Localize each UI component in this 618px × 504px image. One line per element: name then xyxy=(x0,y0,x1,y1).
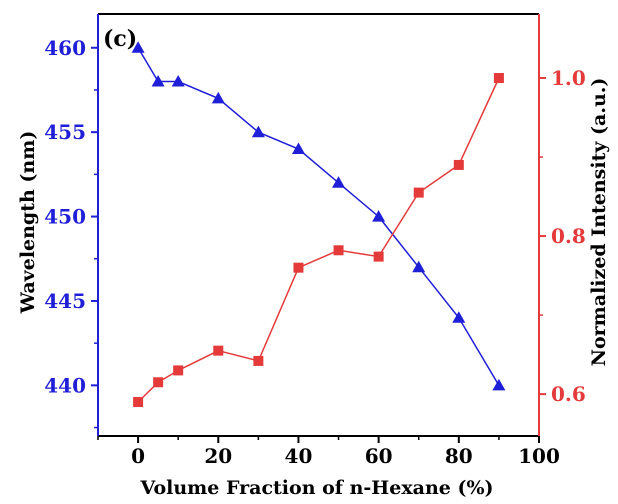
intensity-point xyxy=(293,262,304,273)
intensity-series-line xyxy=(137,77,500,403)
y-left-tick-label: 460 xyxy=(44,36,86,60)
intensity-point xyxy=(333,245,344,256)
wavelength-point xyxy=(131,41,145,53)
x-tick-label: 100 xyxy=(518,444,560,468)
wavelength-point xyxy=(492,378,506,391)
y-left-tick-label: 440 xyxy=(44,373,86,397)
intensity-point xyxy=(453,159,464,170)
y-axis-title-left: Wavelength (nm) xyxy=(17,131,39,315)
x-tick-label: 80 xyxy=(445,444,473,468)
x-tick-label: 0 xyxy=(131,444,145,468)
wavelength-point xyxy=(372,210,386,222)
y-axis-title-right: Normalized Intensity (a.u.) xyxy=(588,78,610,367)
y-left-tick-label: 455 xyxy=(44,120,86,144)
wavelength-series-line xyxy=(137,47,500,386)
wavelength-point xyxy=(452,311,466,323)
wavelength-point xyxy=(151,75,165,87)
y-left-tick-label: 450 xyxy=(44,205,86,229)
intensity-point xyxy=(213,345,224,356)
x-axis-title: Volume Fraction of n-Hexane (%) xyxy=(139,477,493,499)
intensity-point xyxy=(173,365,184,376)
intensity-point xyxy=(153,377,164,388)
x-tick-label: 40 xyxy=(285,444,313,468)
wavelength-point xyxy=(251,125,265,138)
intensity-point xyxy=(133,397,144,408)
wavelength-point xyxy=(292,142,305,154)
intensity-point xyxy=(253,355,264,366)
panel-label: (c) xyxy=(103,26,137,52)
y-right-tick-label: 0.6 xyxy=(551,382,586,406)
wavelength-point xyxy=(211,91,225,104)
series xyxy=(131,41,506,408)
y-left-tick-label: 445 xyxy=(44,289,86,313)
y-right-tick-label: 1.0 xyxy=(551,66,586,90)
wavelength-point xyxy=(171,75,185,87)
ticks: 0 20 40 60 80 100 440 445 450 455 460 0.6 0.8 1.0 xyxy=(44,36,586,468)
plot-frame xyxy=(97,13,540,437)
y-right-tick-label: 0.8 xyxy=(551,224,586,248)
wavelength-point xyxy=(412,260,426,273)
intensity-point xyxy=(373,251,384,262)
intensity-point xyxy=(413,187,424,198)
wavelength-point xyxy=(332,176,345,188)
intensity-point xyxy=(493,73,504,84)
x-tick-label: 20 xyxy=(204,444,232,468)
x-tick-label: 60 xyxy=(365,444,393,468)
